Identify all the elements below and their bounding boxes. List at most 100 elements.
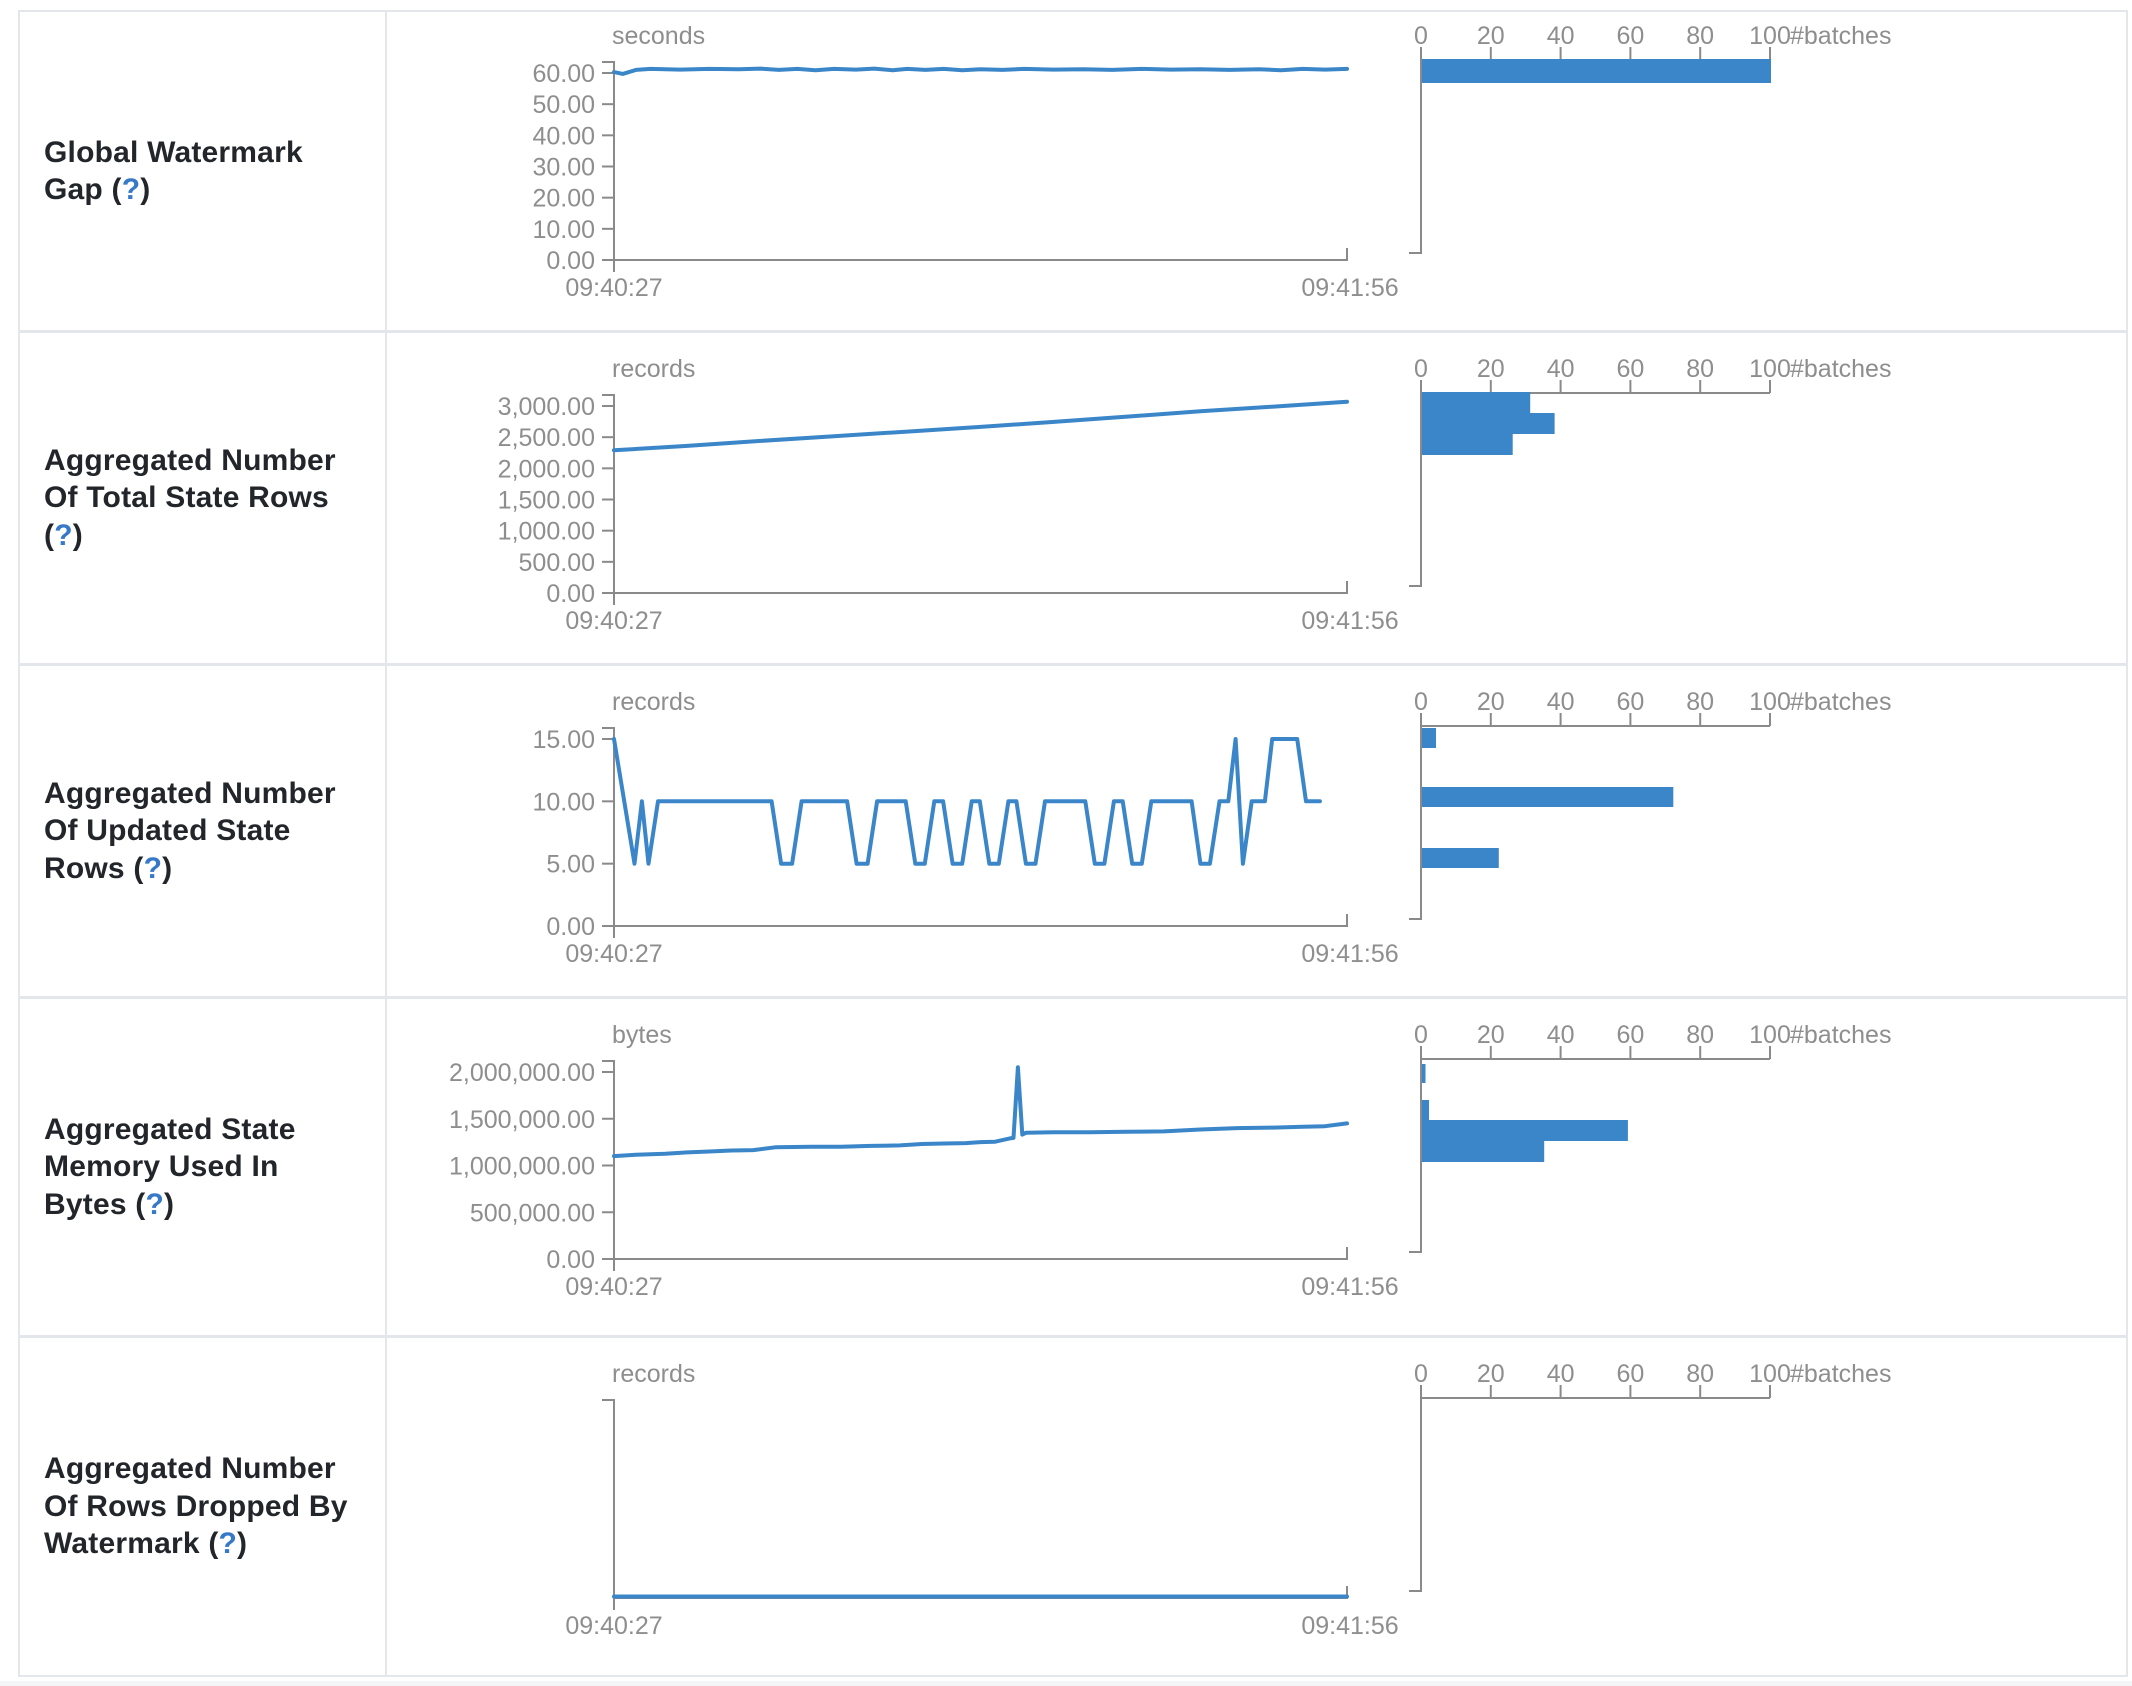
histogram-y-axis <box>1409 1398 1422 1592</box>
help-link[interactable]: (?) <box>208 1527 247 1560</box>
charts-cell: records 3,000.00 2,500.00 2,000.00 1,500.00 1… <box>387 333 2126 663</box>
hist-bar <box>1422 1120 1628 1141</box>
timeline-y-axis <box>602 727 615 926</box>
hist-axis-unit-label: #batches <box>1790 22 1891 50</box>
hist-tick-label: 60 <box>1616 22 1644 50</box>
timeline-x-axis <box>613 1247 1348 1271</box>
x-end-time-label: 09:41:56 <box>1301 274 1398 302</box>
help-paren-open: ( <box>208 1527 219 1561</box>
metric-label-cell: Aggregated Number Of Rows Dropped By Wat… <box>20 1338 387 1675</box>
hist-tick-label: 20 <box>1477 1360 1505 1388</box>
metric-label-cell: Global Watermark Gap (?) <box>20 12 387 330</box>
x-start-time-label: 09:40:27 <box>565 607 662 635</box>
y-tick-label: 30.00 <box>532 154 595 182</box>
timeline-line <box>612 66 1349 76</box>
help-question-icon[interactable]: ? <box>54 518 73 552</box>
y-tick-label: 20.00 <box>532 185 595 213</box>
metric-row-1: Global Watermark Gap (?) seconds 60.00 50.… <box>20 12 2126 330</box>
timeline-line <box>612 1065 1349 1159</box>
metric-charts-svg: bytes 2,000,000.00 1,500,000.00 1,000,000.0… <box>449 1021 1891 1301</box>
metric-label: Aggregated Number Of Rows Dropped By Wat… <box>44 1450 366 1563</box>
hist-bar <box>1422 413 1555 434</box>
metric-label-cell: Aggregated State Memory Used In Bytes (?… <box>20 999 387 1335</box>
metric-row-5: Aggregated Number Of Rows Dropped By Wat… <box>20 1335 2126 1675</box>
hist-bar <box>1422 1100 1429 1120</box>
x-start-time-label: 09:40:27 <box>565 274 662 302</box>
help-paren-close: ) <box>140 173 151 206</box>
x-end-time-label: 09:41:56 <box>1301 607 1398 635</box>
timeline-chart: records 09:40:27 09:41:56 <box>565 1360 1398 1640</box>
hist-tick-label: 0 <box>1414 22 1428 50</box>
hist-axis-unit-label: #batches <box>1790 1360 1891 1388</box>
histogram-y-axis <box>1409 726 1422 920</box>
help-link[interactable]: (?) <box>112 173 151 206</box>
histogram-chart: 0 20 40 60 80 100 #batches <box>1409 1360 1891 1592</box>
y-tick-label: 1,500,000.00 <box>449 1106 595 1134</box>
hist-bar <box>1422 434 1513 455</box>
timeline-x-axis <box>613 248 1348 272</box>
hist-tick-label: 40 <box>1547 22 1575 50</box>
charts-cell: seconds 60.00 50.00 40.00 30.00 20.00 10.00 0.0… <box>387 12 2126 330</box>
help-link[interactable]: (?) <box>44 519 83 552</box>
hist-tick-label: 0 <box>1414 1360 1428 1388</box>
histogram-chart: 0 20 40 60 80 100 #batches <box>1409 1021 1891 1253</box>
hist-bar <box>1422 59 1771 83</box>
hist-tick-label: 100 <box>1749 355 1791 383</box>
hist-bar <box>1422 392 1531 413</box>
histogram-y-axis <box>1409 1059 1422 1253</box>
metric-charts-svg: seconds 60.00 50.00 40.00 30.00 20.00 10.00 0.0… <box>532 22 1891 302</box>
timeline-unit-label: records <box>612 1360 695 1388</box>
timeline-chart: records 3,000.00 2,500.00 2,000.00 1,500.00 1… <box>498 355 1399 635</box>
histogram-y-axis <box>1409 393 1422 587</box>
histogram-chart: 0 20 40 60 80 100 #batches <box>1409 688 1891 920</box>
help-link[interactable]: (?) <box>135 1188 174 1221</box>
y-tick-label: 0.00 <box>546 913 595 941</box>
page-background-strip <box>0 1681 2132 1686</box>
y-tick-label: 5.00 <box>546 851 595 879</box>
timeline-unit-label: records <box>612 688 695 716</box>
help-paren-open: ( <box>135 1187 146 1221</box>
help-question-icon[interactable]: ? <box>143 851 163 885</box>
help-paren-close: ) <box>72 518 83 552</box>
metric-row-4: Aggregated State Memory Used In Bytes (?… <box>20 996 2126 1335</box>
help-paren-close: ) <box>164 1187 175 1221</box>
x-end-time-label: 09:41:56 <box>1301 940 1398 968</box>
hist-tick-label: 80 <box>1686 688 1714 716</box>
metric-charts-svg: records 09:40:27 09:41:56 0 20 40 60 80 100 #batc… <box>565 1360 1891 1640</box>
help-question-icon[interactable]: ? <box>218 1527 238 1561</box>
metric-label: Global Watermark Gap (?) <box>44 134 366 209</box>
histogram-chart: 0 20 40 60 80 100 #batches <box>1409 355 1891 587</box>
help-question-icon[interactable]: ? <box>121 173 141 206</box>
hist-bar <box>1422 1141 1545 1162</box>
hist-tick-label: 0 <box>1414 355 1428 383</box>
timeline-y-axis <box>602 61 615 260</box>
hist-tick-label: 80 <box>1686 1021 1714 1049</box>
hist-tick-label: 20 <box>1477 22 1505 50</box>
help-link[interactable]: (?) <box>133 852 172 885</box>
hist-tick-label: 100 <box>1749 1360 1791 1388</box>
y-tick-label: 2,500.00 <box>498 424 595 452</box>
streaming-statistics-table: Global Watermark Gap (?) seconds 60.00 50.… <box>18 10 2128 1677</box>
hist-tick-label: 60 <box>1616 1360 1644 1388</box>
hist-tick-label: 60 <box>1616 1021 1644 1049</box>
hist-axis-unit-label: #batches <box>1790 1021 1891 1049</box>
timeline-unit-label: records <box>612 355 695 383</box>
help-question-icon[interactable]: ? <box>145 1187 164 1221</box>
hist-axis-unit-label: #batches <box>1790 355 1891 383</box>
hist-tick-label: 100 <box>1749 688 1791 716</box>
metric-name: Aggregated Number Of Rows Dropped By Wat… <box>44 1452 348 1561</box>
y-tick-label: 10.00 <box>532 216 595 244</box>
metric-label: Aggregated Number Of Updated State Rows … <box>44 775 366 888</box>
timeline-y-axis <box>602 1399 615 1598</box>
x-end-time-label: 09:41:56 <box>1301 1273 1398 1301</box>
metric-row-2: Aggregated Number Of Total State Rows (?… <box>20 330 2126 663</box>
hist-bar <box>1422 728 1436 748</box>
y-tick-label: 0.00 <box>546 247 595 275</box>
help-paren-close: ) <box>237 1527 248 1561</box>
y-tick-label: 50.00 <box>532 91 595 119</box>
help-paren-open: ( <box>44 518 55 552</box>
hist-tick-label: 60 <box>1616 355 1644 383</box>
y-tick-label: 0.00 <box>546 580 595 608</box>
